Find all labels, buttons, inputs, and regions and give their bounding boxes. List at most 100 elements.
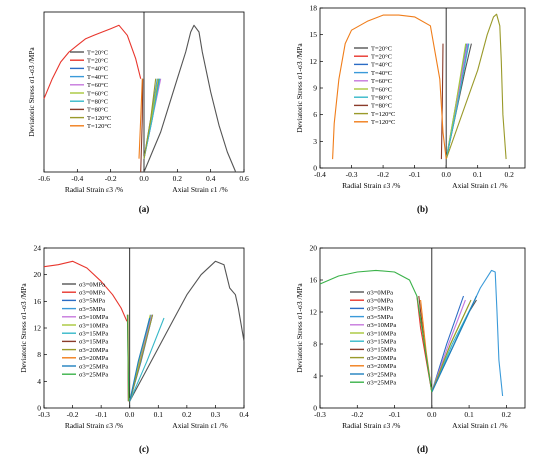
- legend-label: σ3=5MPa: [367, 306, 393, 313]
- legend-label: σ3=10MPa: [79, 314, 108, 321]
- legend: T=20°CT=20°CT=40°CT=40°CT=60°CT=60°CT=80…: [70, 49, 111, 130]
- y-tick-label: 4: [313, 372, 317, 381]
- legend-label: T=120°C: [371, 119, 395, 126]
- series-line: [140, 78, 144, 173]
- legend-label: T=20°C: [371, 45, 392, 52]
- legend-label: σ3=5MPa: [79, 298, 105, 305]
- legend-label: T=80°C: [87, 107, 108, 114]
- legend-label: σ3=25MPa: [367, 371, 396, 378]
- y-tick-label: 6: [313, 110, 317, 119]
- chart-panel-a: -0.6 -0.4 -0.2 0.0 0.2 0.4 0.6 Radial Strain ε3…: [27, 11, 249, 214]
- x-axis-label-radial: Radial Strain ε3 /%: [65, 421, 123, 430]
- series-line: [445, 43, 467, 160]
- x-axis-label-axial: Axial Strain ε1 /%: [452, 421, 507, 430]
- x-tick-label: 0.0: [125, 410, 135, 419]
- legend: σ3=0MPaσ3=0MPaσ3=5MPaσ3=5MPaσ3=10MPaσ3=1…: [350, 289, 396, 387]
- legend-label: T=20°C: [87, 58, 108, 65]
- x-axis-label-axial: Axial Strain ε1 /%: [452, 181, 507, 190]
- legend-label: T=40°C: [87, 66, 108, 73]
- y-tick-label: 3: [313, 137, 317, 146]
- legend-label: σ3=20MPa: [367, 355, 396, 362]
- legend-label: T=20°C: [87, 49, 108, 56]
- legend-label: σ3=25MPa: [79, 372, 108, 379]
- y-tick-label: 8: [313, 340, 317, 349]
- series-line: [129, 260, 245, 402]
- x-tick-label: 0.2: [505, 170, 515, 179]
- legend-label: T=80°C: [371, 95, 392, 102]
- x-tick-label: -0.2: [377, 170, 389, 179]
- series-line: [445, 43, 470, 160]
- chart-panel-b: -0.4 -0.3 -0.2 -0.1 0.0 0.1 0.2 0 3 6 9 12 15 18 Radia…: [295, 4, 526, 214]
- x-tick-label: -0.6: [38, 174, 50, 183]
- y-tick-label: 15: [310, 30, 318, 39]
- y-tick-label: 4: [37, 377, 41, 386]
- series-line: [43, 24, 142, 99]
- plot-frame: [319, 247, 526, 409]
- x-tick-label: 0.2: [502, 410, 512, 419]
- x-tick-label: 0.4: [239, 410, 249, 419]
- legend-label: σ3=10MPa: [367, 330, 396, 337]
- legend-label: T=60°C: [371, 86, 392, 93]
- chart-panel-c: -0.3 -0.2 -0.1 0.0 0.1 0.2 0.3 0.4 0 4 8 12 16 20 24 Ra…: [19, 244, 249, 455]
- legend-label: T=120°C: [371, 111, 395, 118]
- y-tick-label: 20: [34, 270, 42, 279]
- x-tick-label: 0.1: [464, 410, 474, 419]
- series-line: [440, 43, 444, 160]
- series-line: [445, 13, 507, 160]
- plot-frame: [43, 247, 245, 409]
- y-tick-label: 16: [34, 297, 42, 306]
- series-line: [431, 269, 504, 397]
- chart-panel-d: -0.3 -0.2 -0.1 0.0 0.1 0.2 0 4 8 12 16 20 Radial Str…: [295, 244, 526, 454]
- legend: T=20°CT=20°CT=40°CT=40°CT=60°CT=60°CT=80…: [354, 45, 395, 126]
- y-tick-label: 9: [313, 84, 317, 93]
- legend-label: T=20°C: [371, 54, 392, 61]
- legend-label: σ3=10MPa: [79, 322, 108, 329]
- x-axis-label-radial: Radial Strain ε3 /%: [65, 185, 123, 194]
- legend-label: σ3=15MPa: [79, 331, 108, 338]
- legend: σ3=0MPaσ3=0MPaσ3=5MPaσ3=5MPaσ3=10MPaσ3=1…: [62, 281, 108, 379]
- panel-caption: (b): [417, 204, 428, 214]
- x-tick-label: 0.0: [427, 410, 437, 419]
- series-line: [129, 314, 154, 402]
- legend-label: T=80°C: [371, 103, 392, 110]
- series-line: [431, 295, 477, 393]
- x-tick-label: -0.4: [71, 174, 83, 183]
- legend-label: σ3=15MPa: [79, 339, 108, 346]
- y-axis-label: Deviatoric Stress σ1-σ3 /MPa: [295, 283, 304, 373]
- x-tick-label: -0.4: [314, 170, 326, 179]
- legend-label: T=40°C: [371, 70, 392, 77]
- x-tick-label: 0.0: [139, 174, 149, 183]
- legend-label: T=60°C: [87, 82, 108, 89]
- x-tick-label: 0.2: [173, 174, 183, 183]
- y-tick-label: 18: [310, 4, 318, 13]
- y-tick-label: 16: [310, 276, 318, 285]
- y-tick-label: 12: [34, 324, 42, 333]
- y-tick-label: 12: [310, 57, 318, 66]
- legend-label: σ3=25MPa: [367, 380, 396, 387]
- series-line: [143, 24, 237, 173]
- x-tick-label: -0.3: [38, 410, 50, 419]
- x-tick-label: -0.3: [314, 410, 326, 419]
- legend-label: T=120°C: [87, 123, 111, 130]
- x-tick-label: 0.4: [206, 174, 216, 183]
- x-tick-label: -0.2: [105, 174, 117, 183]
- y-axis-label: Deviatoric Stress σ1-σ3 /MPa: [295, 43, 304, 133]
- series-line: [129, 317, 151, 402]
- series-line: [143, 78, 157, 159]
- panel-caption: (d): [417, 444, 428, 454]
- x-tick-label: 0.6: [239, 174, 249, 183]
- legend-label: σ3=20MPa: [367, 363, 396, 370]
- legend-label: T=120°C: [87, 115, 111, 122]
- legend-label: σ3=0MPa: [79, 290, 105, 297]
- legend-label: T=60°C: [87, 90, 108, 97]
- x-tick-label: -0.3: [346, 170, 358, 179]
- legend-label: σ3=0MPa: [367, 298, 393, 305]
- legend-label: T=40°C: [87, 74, 108, 81]
- panel-caption: (a): [139, 204, 150, 214]
- legend-label: σ3=15MPa: [367, 347, 396, 354]
- x-axis-label-axial: Axial Strain ε1 /%: [172, 421, 227, 430]
- legend-label: T=60°C: [371, 78, 392, 85]
- x-tick-label: 0.3: [211, 410, 221, 419]
- y-axis-label: Deviatoric Stress σ1-σ3 /MPa: [19, 283, 28, 373]
